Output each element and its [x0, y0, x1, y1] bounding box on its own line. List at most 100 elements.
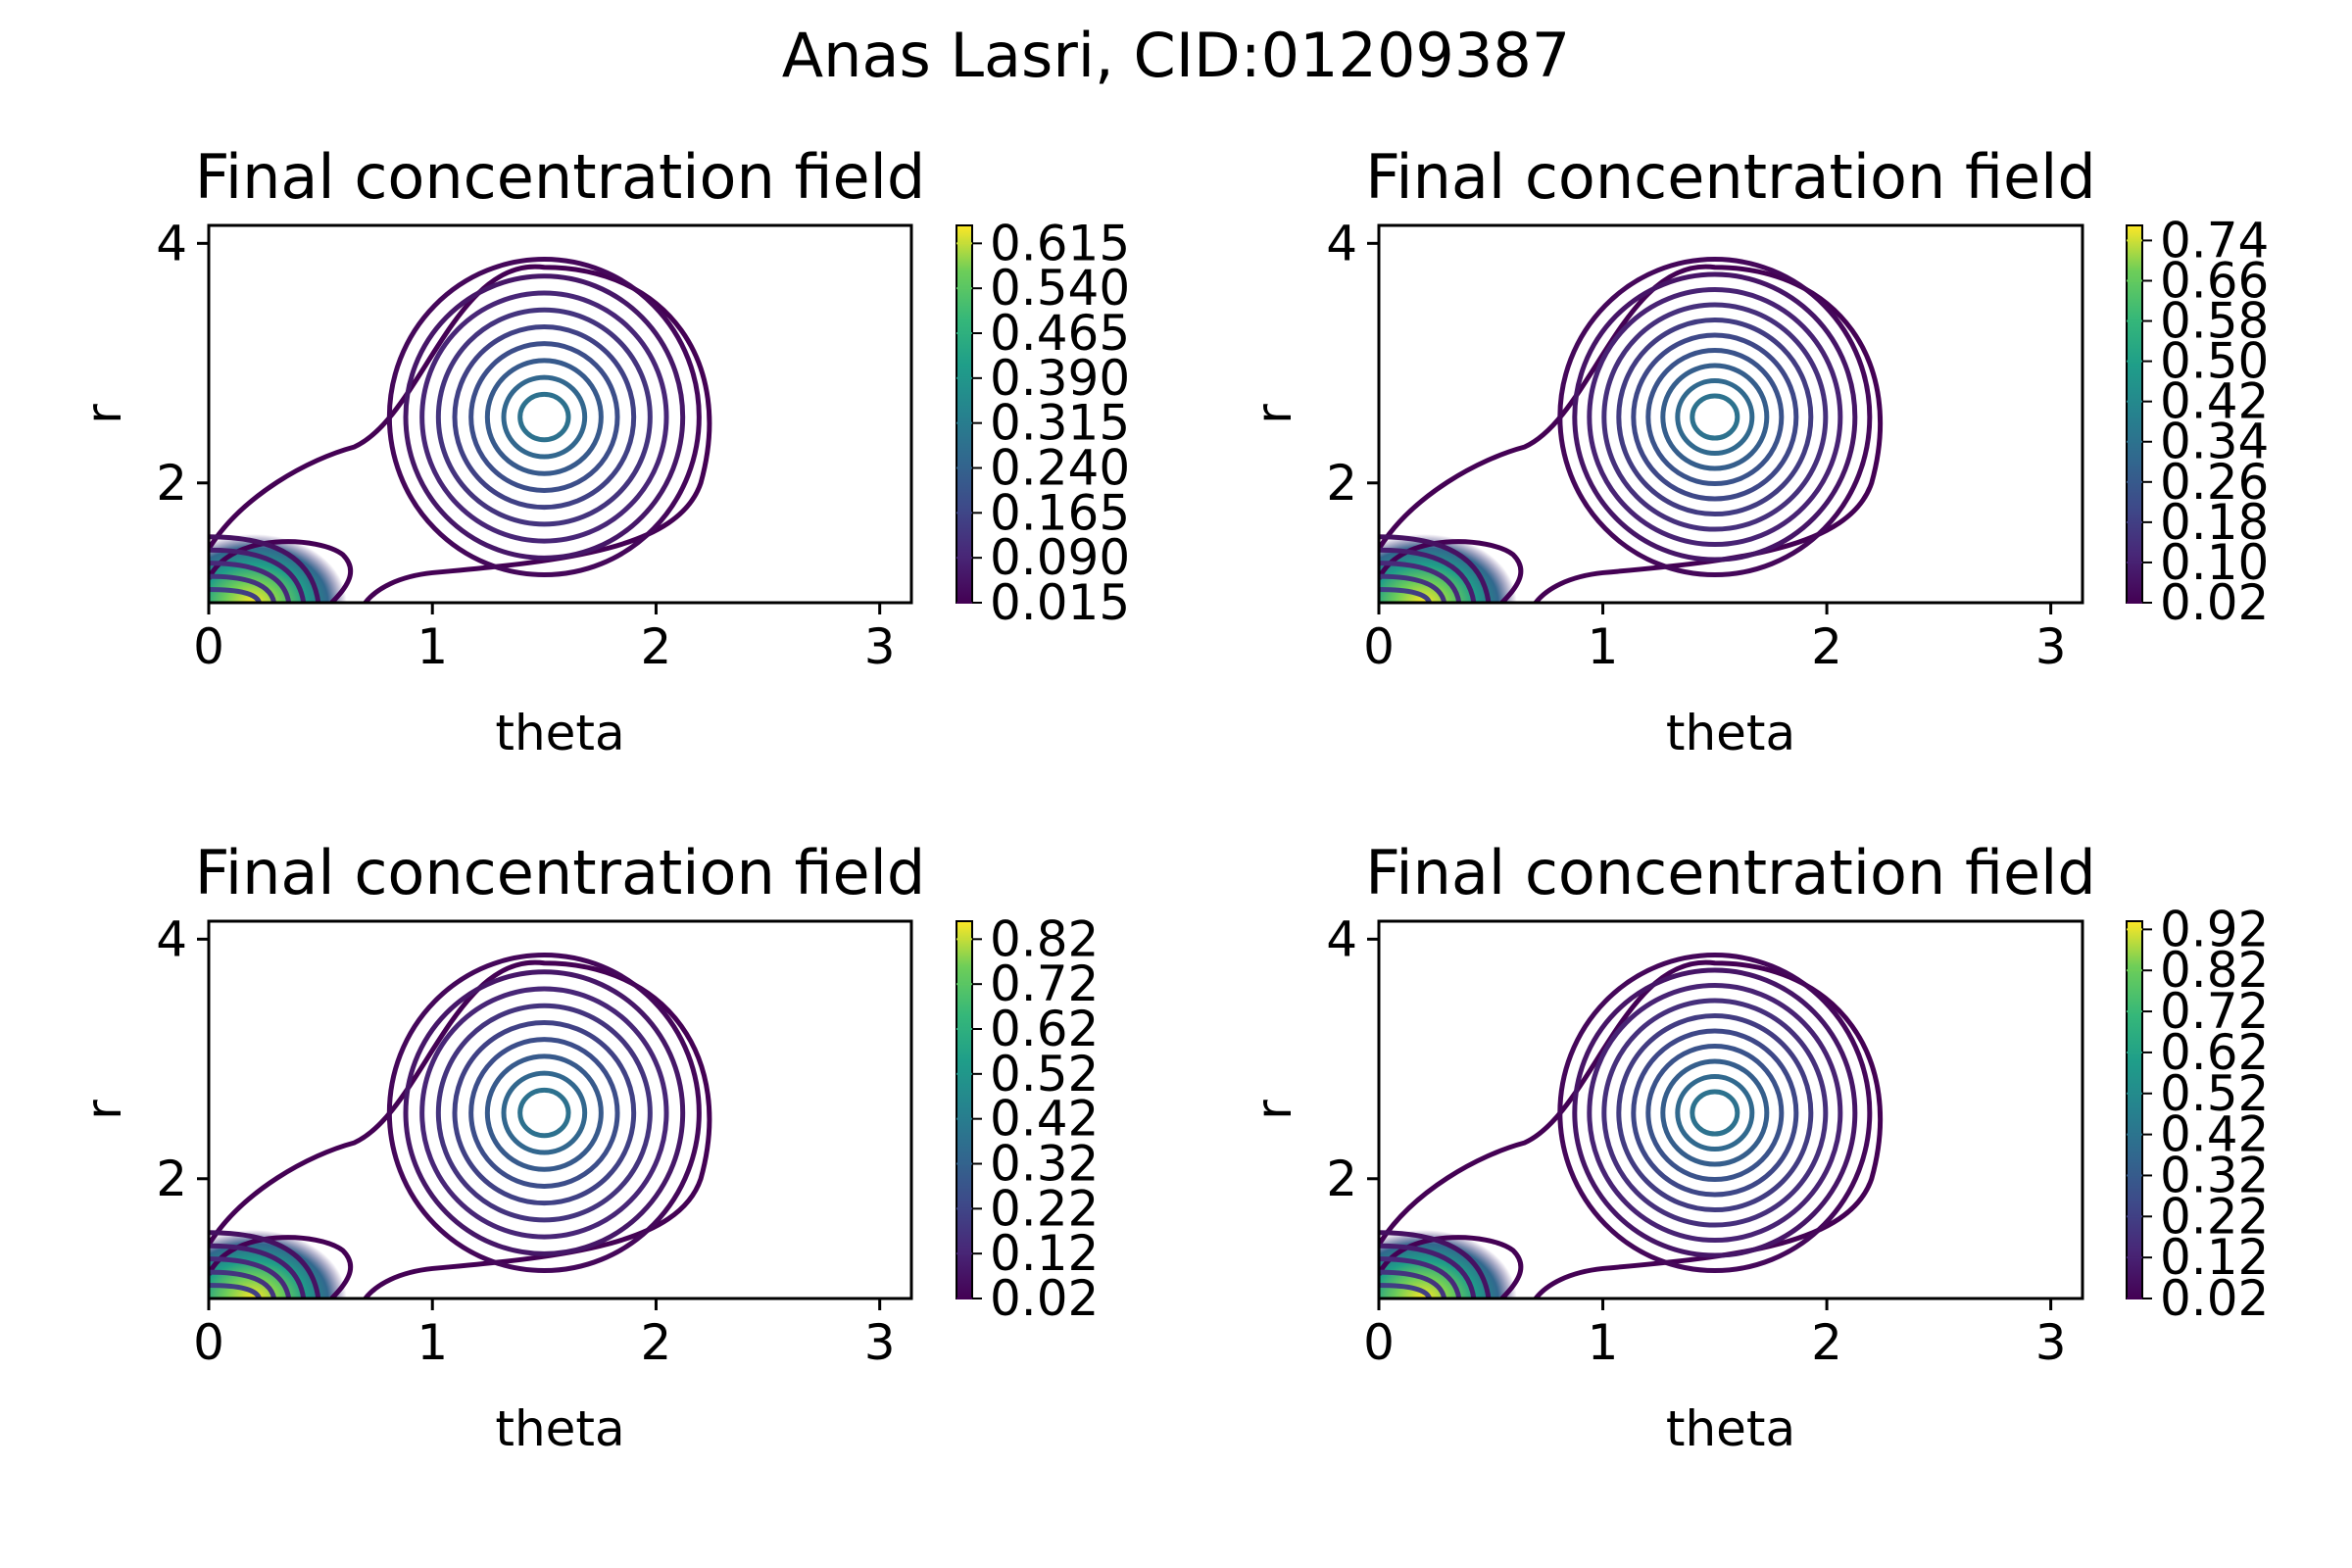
contour-line	[209, 1256, 292, 1298]
y-axis-label: r	[1246, 1100, 1302, 1120]
colorbar-tick-label: 0.12	[2160, 1229, 2269, 1286]
contour-ring	[1601, 998, 1829, 1228]
contour-ring	[1587, 287, 1843, 548]
colorbar: 0.020.120.220.320.420.520.620.720.82	[956, 910, 1099, 1327]
x-axis-label: theta	[1666, 705, 1795, 761]
contour-ring	[1631, 1028, 1799, 1198]
x-tick-label: 0	[193, 618, 224, 675]
contour-line	[209, 1230, 321, 1298]
contour-ring	[419, 986, 669, 1240]
contour-ring	[1572, 967, 1858, 1258]
contour-ring	[1631, 332, 1799, 502]
contour-line	[209, 547, 307, 603]
colorbar-tick-label: 0.50	[2160, 333, 2269, 390]
x-tick-label: 0	[1363, 1314, 1395, 1371]
colorbar-tick-label: 0.62	[2160, 1024, 2269, 1081]
colorbar-tick-label: 0.465	[990, 305, 1130, 362]
colorbar-tick-label: 0.540	[990, 260, 1130, 317]
colorbar-tick-label: 0.82	[2160, 942, 2269, 999]
contour-ring	[1587, 983, 1843, 1244]
contour-ring	[501, 374, 588, 460]
x-tick-label: 2	[641, 618, 672, 675]
axes-frame	[1377, 919, 2084, 1300]
contour-lines	[209, 257, 712, 603]
contour-ring	[1660, 363, 1770, 471]
contour-panel-2: Final concentration field 0 1 2 3 2 4 theta r 0.0…	[1246, 141, 2269, 761]
y-tick-label: 4	[1326, 910, 1357, 967]
contour-ring	[517, 391, 571, 443]
contour-line	[209, 534, 321, 603]
contour-line	[1379, 1256, 1462, 1298]
contour-panel-4: Final concentration field 0 1 2 3 2 4 theta r 0.0…	[1246, 837, 2269, 1457]
contour-ring	[386, 257, 702, 578]
x-tick-label: 0	[1363, 618, 1395, 675]
contour-ring	[1572, 271, 1858, 563]
contour-ring	[501, 1070, 588, 1155]
contour-ring	[1645, 1044, 1785, 1183]
colorbar-tick-label: 0.82	[990, 910, 1099, 967]
y-tick-label: 2	[156, 1151, 187, 1207]
contour-line	[1379, 573, 1447, 603]
colorbar-tick-label: 0.34	[2160, 414, 2269, 470]
colorbar: 0.0150.0900.1650.2400.3150.3900.4650.540…	[956, 215, 1130, 631]
contour-line	[1379, 587, 1433, 603]
contour-ring	[435, 307, 653, 527]
contour-ring	[1675, 378, 1755, 457]
colorbar: 0.020.120.220.320.420.520.620.720.820.92	[2126, 901, 2269, 1327]
contour-ring	[419, 290, 669, 544]
colorbar-tick-label: 0.02	[990, 1270, 1099, 1327]
contour-ring	[517, 1087, 571, 1139]
colorbar-tick-label: 0.18	[2160, 494, 2269, 551]
colorbar-tick-label: 0.52	[990, 1046, 1099, 1102]
axes-frame	[207, 223, 913, 605]
panel-title: Final concentration field	[1365, 837, 2095, 908]
y-tick-label: 4	[156, 910, 187, 967]
contour-ring	[1557, 953, 1873, 1274]
contour-line	[209, 561, 292, 603]
contour-line	[1379, 547, 1477, 603]
colorbar-tick-label: 0.72	[2160, 983, 2269, 1040]
contour-line	[209, 587, 262, 603]
contour-ring	[1690, 1089, 1740, 1137]
contour-ring	[1616, 318, 1814, 517]
colorbar-tick-label: 0.42	[990, 1091, 1099, 1148]
x-axis-label: theta	[495, 1400, 624, 1457]
colorbar-tick-label: 0.62	[990, 1001, 1099, 1057]
axes-frame	[207, 919, 913, 1300]
contour-lines	[1379, 953, 1883, 1298]
colorbar-tick-label: 0.165	[990, 484, 1130, 541]
panel-title: Final concentration field	[195, 141, 925, 213]
y-axis-label: r	[75, 1100, 132, 1120]
colorbar-tick-label: 0.42	[2160, 373, 2269, 430]
colorbar: 0.020.100.180.260.340.420.500.580.660.74	[2126, 212, 2269, 631]
x-tick-label: 3	[864, 1314, 896, 1371]
colorbar-tick-label: 0.015	[990, 574, 1130, 631]
contour-ring	[1616, 1013, 1814, 1213]
colorbar-tick-label: 0.390	[990, 350, 1130, 407]
colorbar-tick-label: 0.10	[2160, 534, 2269, 591]
contour-ring	[1690, 393, 1740, 441]
contour-ring	[468, 341, 620, 493]
contour-lines	[1379, 257, 1883, 603]
colorbar-tick-label: 0.12	[990, 1225, 1099, 1282]
contour-panel-1: Final concentration field 0 1 2 3 2 4 theta r 0.0…	[75, 141, 1130, 761]
contour-ring	[484, 1054, 604, 1172]
contour-ring	[1645, 348, 1785, 487]
colorbar-tick-label: 0.32	[990, 1136, 1099, 1193]
contour-ring	[403, 969, 686, 1256]
y-tick-label: 2	[1326, 1151, 1357, 1207]
panel-title: Final concentration field	[1365, 141, 2095, 213]
x-tick-label: 0	[193, 1314, 224, 1371]
contour-lines	[209, 953, 712, 1298]
contour-line	[1379, 1269, 1447, 1298]
contour-ring	[468, 1037, 620, 1189]
y-tick-label: 2	[156, 455, 187, 512]
panel-title: Final concentration field	[195, 837, 925, 908]
colorbar-tick-label: 0.22	[2160, 1188, 2269, 1245]
contour-line	[209, 1283, 262, 1298]
colorbar-tick-label: 0.52	[2160, 1065, 2269, 1122]
x-tick-label: 2	[641, 1314, 672, 1371]
contour-ring	[435, 1003, 653, 1223]
x-axis-label: theta	[495, 705, 624, 761]
